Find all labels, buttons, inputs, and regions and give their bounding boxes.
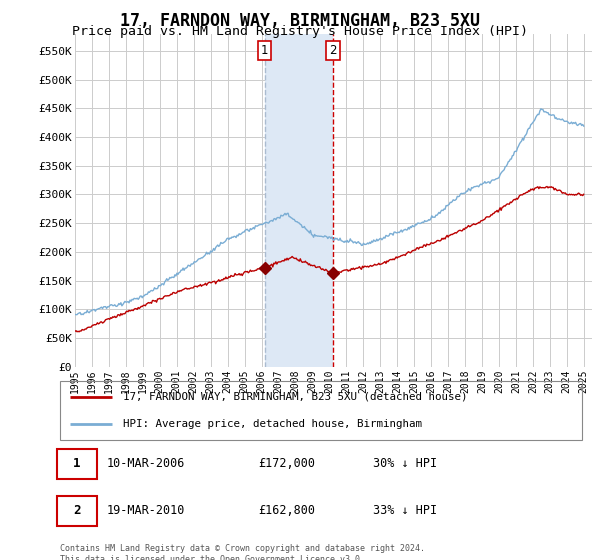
Text: HPI: Average price, detached house, Birmingham: HPI: Average price, detached house, Birm… bbox=[122, 419, 422, 429]
Text: Price paid vs. HM Land Registry's House Price Index (HPI): Price paid vs. HM Land Registry's House … bbox=[72, 25, 528, 38]
Text: £172,000: £172,000 bbox=[259, 458, 316, 470]
Text: 10-MAR-2006: 10-MAR-2006 bbox=[107, 458, 185, 470]
Text: 2: 2 bbox=[73, 505, 81, 517]
Text: 19-MAR-2010: 19-MAR-2010 bbox=[107, 505, 185, 517]
Text: 1: 1 bbox=[73, 458, 81, 470]
Text: Contains HM Land Registry data © Crown copyright and database right 2024.
This d: Contains HM Land Registry data © Crown c… bbox=[60, 544, 425, 560]
Text: 2: 2 bbox=[329, 44, 337, 57]
FancyBboxPatch shape bbox=[58, 496, 97, 526]
Text: 1: 1 bbox=[261, 44, 269, 57]
Bar bbox=[265, 34, 333, 367]
Text: 33% ↓ HPI: 33% ↓ HPI bbox=[373, 505, 437, 517]
Text: 30% ↓ HPI: 30% ↓ HPI bbox=[373, 458, 437, 470]
Text: £162,800: £162,800 bbox=[259, 505, 316, 517]
FancyBboxPatch shape bbox=[58, 449, 97, 479]
Text: 17, FARNDON WAY, BIRMINGHAM, B23 5XU (detached house): 17, FARNDON WAY, BIRMINGHAM, B23 5XU (de… bbox=[122, 391, 467, 402]
Text: 17, FARNDON WAY, BIRMINGHAM, B23 5XU: 17, FARNDON WAY, BIRMINGHAM, B23 5XU bbox=[120, 12, 480, 30]
